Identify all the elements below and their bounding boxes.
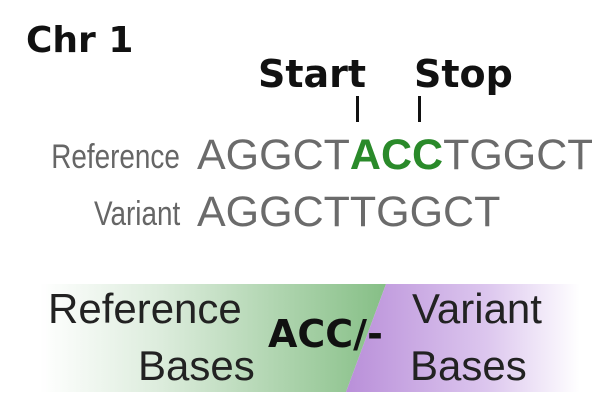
bases-legend-gradient (40, 284, 580, 392)
bases-legend-bar (40, 284, 580, 392)
variant-bases-label-line1: Variant (412, 285, 542, 332)
reference-bases-label-line1: Reference (48, 285, 242, 332)
variant-sequence: AGGCTTGGCT (197, 188, 501, 236)
variant-bases-label-line2: Bases (410, 342, 527, 389)
stop-marker-label: Stop (414, 52, 513, 96)
variant-change-label: ACC/- (268, 312, 383, 356)
variant-band (346, 284, 580, 392)
start-marker-label: Start (258, 52, 367, 96)
reference-seq-after: TGGCT (443, 131, 592, 179)
variant-row-label: Variant (93, 195, 180, 233)
reference-bases-label-line2: Bases (138, 342, 255, 389)
reference-sequence: AGGCTACCTGGCT (197, 131, 592, 179)
start-tick (356, 96, 359, 122)
reference-band (40, 284, 386, 392)
stop-tick (418, 96, 421, 122)
reference-seq-deleted-bases: ACC (349, 131, 444, 179)
chromosome-label: Chr 1 (26, 20, 134, 61)
reference-seq-before: AGGCT (197, 131, 350, 179)
reference-row-label: Reference (51, 138, 180, 176)
